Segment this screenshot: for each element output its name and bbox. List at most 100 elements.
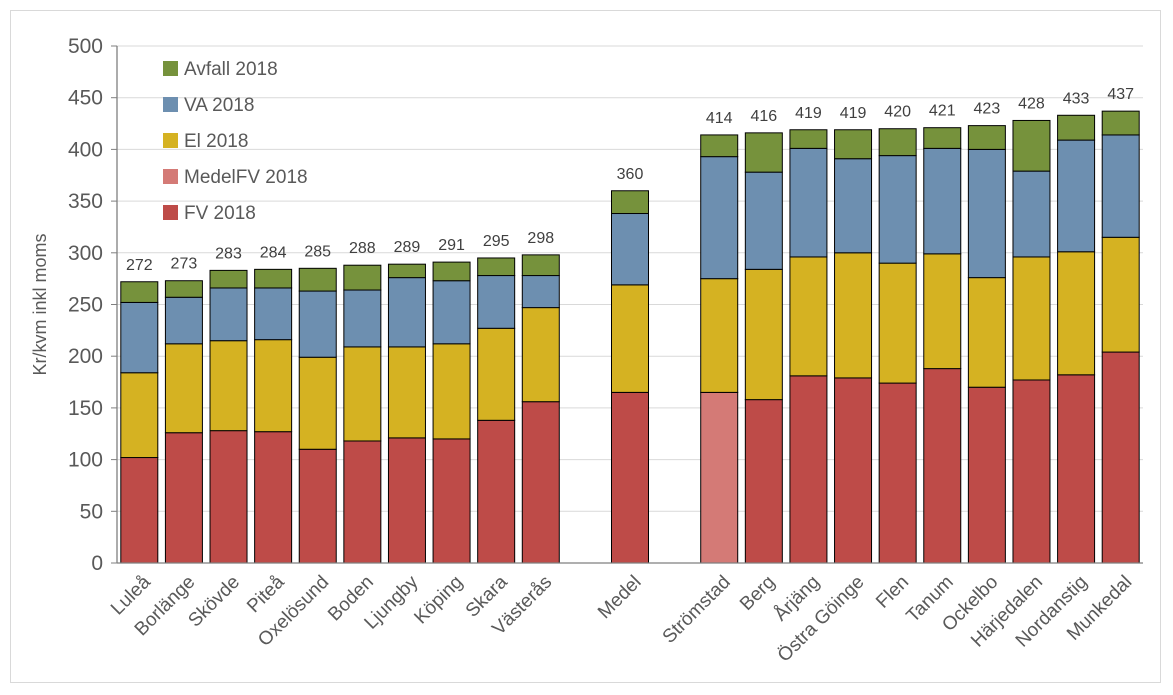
bar-segment bbox=[611, 213, 649, 286]
y-tick-label: 400 bbox=[68, 138, 103, 161]
bar-segment bbox=[700, 278, 739, 393]
y-axis-ticks: 0 50 100 150 200 250 300 350 400 450 500 bbox=[68, 35, 117, 575]
bar-segment bbox=[521, 307, 560, 403]
bar-segment bbox=[1101, 236, 1140, 353]
total-label: 416 bbox=[750, 108, 777, 125]
bar-segment bbox=[120, 281, 159, 303]
bar-segment bbox=[209, 430, 248, 564]
bar-segment bbox=[1057, 139, 1096, 253]
bar-segment bbox=[967, 125, 1006, 150]
y-tick-label: 350 bbox=[68, 190, 103, 213]
bar-segment bbox=[343, 440, 382, 564]
bar-segment bbox=[477, 275, 516, 329]
total-label: 289 bbox=[394, 239, 421, 256]
total-label: 291 bbox=[438, 237, 465, 254]
bar-segment bbox=[789, 147, 828, 258]
legend-swatch bbox=[163, 169, 178, 184]
bar-segment bbox=[1057, 374, 1096, 564]
bar-segment bbox=[432, 261, 471, 282]
bars bbox=[120, 110, 1140, 564]
total-label: 419 bbox=[795, 105, 822, 122]
bar-segment bbox=[387, 346, 426, 439]
bar-segment bbox=[834, 158, 873, 254]
bar-segment bbox=[477, 257, 516, 277]
bar-segment bbox=[700, 134, 739, 158]
bar-segment bbox=[1012, 256, 1051, 381]
bar-segment bbox=[1101, 134, 1140, 238]
bar-segment bbox=[387, 277, 426, 348]
legend-label: El 2018 bbox=[184, 131, 248, 152]
bar-segment bbox=[611, 391, 649, 564]
bar-segment bbox=[1101, 110, 1140, 136]
bar-segment bbox=[254, 287, 293, 341]
bar-segment bbox=[923, 127, 962, 149]
y-axis-title: Kr/kvm inkl moms bbox=[30, 233, 50, 375]
bar-segment bbox=[923, 368, 962, 564]
x-tick-label: Köping bbox=[410, 572, 467, 629]
total-label: 421 bbox=[929, 103, 956, 120]
bar-segment bbox=[164, 343, 203, 434]
bar-segment bbox=[923, 253, 962, 370]
bar-segment bbox=[521, 401, 560, 564]
bar-segment bbox=[432, 343, 471, 440]
bar-segment bbox=[789, 129, 828, 149]
bar-segment bbox=[120, 301, 159, 374]
total-label: 284 bbox=[260, 244, 287, 261]
bar-segment bbox=[432, 280, 471, 345]
bar-segment bbox=[343, 346, 382, 442]
legend-label: Avfall 2018 bbox=[184, 59, 278, 80]
bar-segment bbox=[700, 156, 739, 280]
bar-segment bbox=[120, 372, 159, 459]
legend-swatch bbox=[163, 133, 178, 148]
total-label: 273 bbox=[171, 256, 198, 273]
bar-segment bbox=[209, 340, 248, 432]
bar-segment bbox=[789, 375, 828, 564]
total-label: 433 bbox=[1063, 90, 1090, 107]
y-tick-label: 0 bbox=[91, 552, 103, 575]
bar-segment bbox=[164, 280, 203, 298]
legend-label: VA 2018 bbox=[184, 95, 254, 116]
bar-segment bbox=[1101, 351, 1140, 564]
total-label: 420 bbox=[884, 104, 911, 121]
bar-segment bbox=[878, 382, 917, 564]
y-tick-label: 500 bbox=[68, 35, 103, 58]
bar-segment bbox=[164, 432, 203, 564]
bar-segment bbox=[611, 190, 649, 215]
bar-segment bbox=[477, 327, 516, 421]
y-tick-label: 300 bbox=[68, 242, 103, 265]
bar-segment bbox=[744, 399, 783, 564]
legend-swatch bbox=[163, 61, 178, 76]
bar-segment bbox=[1057, 114, 1096, 141]
bar-segment bbox=[1012, 379, 1051, 564]
y-tick-label: 450 bbox=[68, 87, 103, 110]
bar-segment bbox=[744, 132, 783, 173]
bar-segment bbox=[254, 339, 293, 433]
total-label: 423 bbox=[974, 101, 1001, 118]
chart-frame bbox=[10, 10, 1161, 683]
bar-segment bbox=[298, 290, 337, 358]
bar-segment bbox=[343, 264, 382, 291]
bar-segment bbox=[789, 256, 828, 377]
y-tick-label: 50 bbox=[80, 500, 103, 523]
x-tick-label: Strömstad bbox=[659, 572, 735, 648]
bar-segment bbox=[254, 431, 293, 564]
y-tick-label: 200 bbox=[68, 345, 103, 368]
total-label: 419 bbox=[840, 105, 867, 122]
bar-segment bbox=[967, 386, 1006, 564]
total-label: 428 bbox=[1018, 95, 1045, 112]
y-tick-label: 150 bbox=[68, 397, 103, 420]
bar-segment bbox=[744, 171, 783, 270]
bar-segment bbox=[209, 287, 248, 342]
y-tick-label: 100 bbox=[68, 449, 103, 472]
total-labels: 272 273 283 284 285 288 289 291 295 298 360 414 416 4… bbox=[126, 86, 1134, 274]
bar-segment bbox=[1012, 170, 1051, 258]
bar-segment bbox=[923, 147, 962, 255]
total-label: 360 bbox=[617, 166, 644, 183]
bar-segment bbox=[343, 289, 382, 348]
total-label: 272 bbox=[126, 257, 153, 274]
legend: Avfall 2018 VA 2018 El 2018 MedelFV 2018 FV … bbox=[163, 59, 308, 224]
bar-segment bbox=[967, 277, 1006, 388]
total-label: 283 bbox=[215, 245, 242, 262]
bar-segment bbox=[477, 419, 516, 564]
